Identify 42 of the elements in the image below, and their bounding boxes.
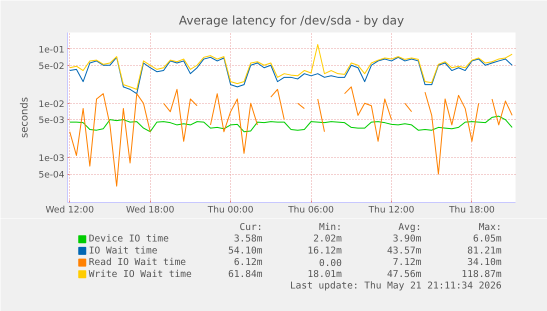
text: Min: [318,222,342,233]
text: 6.12m [234,257,263,268]
legend-label: IO Wait time [88,245,158,256]
text: Max: [478,222,502,233]
line-series [69,44,513,90]
legend-label: Read IO Wait time [88,257,186,268]
y-tick-label: 5e-03 [38,116,65,126]
y-tick-label: 1e-03 [38,154,65,164]
text: 81.21m [467,245,502,256]
legend-label: Write IO Wait time [88,268,192,280]
text: 34.10m [467,257,502,268]
y-tick-label: 5e-02 [38,62,65,72]
text: 118.87m [462,268,502,280]
text: 0.00 [318,258,342,270]
x-tick-label: Thu 12:00 [368,206,415,216]
x-tick-label: Thu 18:00 [448,206,496,216]
y-axis-title: seconds [20,97,31,138]
text: 3.90m [392,234,422,245]
text: 18.01m [308,268,342,280]
y-tick-label: 1e-02 [38,100,65,110]
text: 16.12m [308,245,342,256]
x-tick-label: Thu 00:00 [206,206,254,216]
x-tick-label: Thu 06:00 [287,206,334,216]
x-tick-label: Wed 18:00 [126,206,175,216]
text: 2.02m [313,234,342,245]
line-series [69,116,513,132]
chart-title: Average latency for /dev/sda - by day [178,14,404,28]
text: 54.10m [228,245,263,256]
x-tick-label: Wed 12:00 [46,206,94,216]
text: 6.05m [472,234,502,245]
text: 43.57m [386,245,422,256]
legend-label: Device IO time [88,234,170,245]
text: 61.84m [228,268,263,280]
text: Avg: [398,222,422,233]
text: 3.58m [234,234,263,245]
y-tick-label: 1e-01 [38,45,65,56]
text: Cur: [240,222,262,233]
y-tick-label: 5e-04 [38,170,65,181]
text: 47.56m [386,268,422,280]
line-series [69,56,513,94]
text: 7.12m [392,257,422,268]
text: Last update: Thu May 21 21:11:34 2026 [290,280,502,292]
